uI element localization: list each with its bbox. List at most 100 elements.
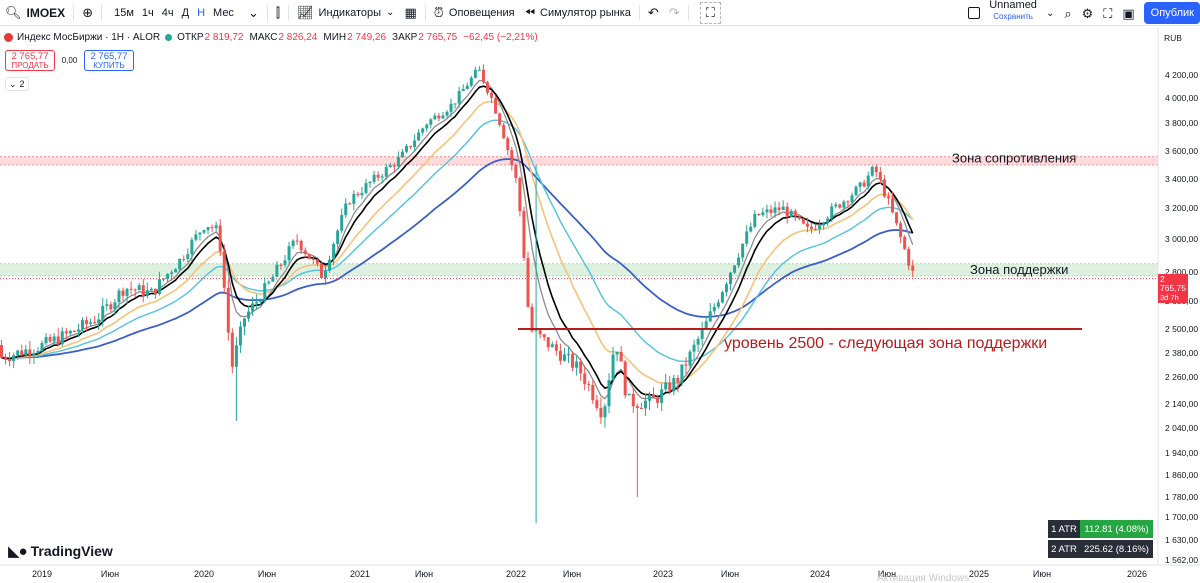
candle-body	[494, 97, 498, 114]
candle-body	[854, 186, 858, 196]
candle-body	[149, 288, 153, 291]
open-value: 2 819,72	[204, 32, 244, 43]
fullscreen-mode-button[interactable]: ⛶	[1098, 0, 1117, 26]
settings-button[interactable]: ⚙︎	[1077, 0, 1099, 26]
undo-button[interactable]: ↶	[643, 0, 664, 26]
timeframe-3[interactable]: Д	[181, 6, 190, 19]
candle-body	[0, 345, 3, 358]
candle-body	[652, 394, 656, 398]
candle-body	[724, 284, 728, 293]
symbol-search[interactable]: 🔍︎ IMOEX	[0, 0, 70, 26]
candle-body	[668, 382, 672, 392]
candle-body	[688, 351, 692, 366]
buy-button[interactable]: 2 765,77 КУПИТЬ	[84, 50, 134, 71]
candle-body	[81, 320, 84, 330]
tradingview-watermark[interactable]: ◣● TradingView	[8, 542, 113, 560]
timeframe-menu-button[interactable]: ⌄	[243, 0, 264, 26]
time-tick-label: 2026	[1127, 569, 1147, 579]
divider	[687, 4, 689, 21]
candle-body	[729, 272, 732, 285]
candle-body	[348, 203, 352, 205]
low-value: 2 749,26	[347, 32, 387, 43]
chevron-down-icon: ⌄	[247, 5, 259, 20]
candle-body	[907, 248, 911, 266]
alerts-button[interactable]: ⏰︎ Оповещения	[429, 0, 520, 26]
candle-body	[587, 384, 591, 386]
candle-body	[360, 192, 364, 196]
compare-button[interactable]: ⊕	[77, 0, 98, 26]
layout-checkbox[interactable]	[963, 0, 985, 26]
time-tick-label: 2022	[506, 569, 526, 579]
candle-body	[502, 124, 506, 139]
replay-button[interactable]: ⏪︎ Симулятор рынка	[520, 0, 636, 26]
time-tick-label: Июн	[415, 569, 433, 579]
candle-body	[631, 393, 635, 407]
search-icon: 🔍︎	[5, 5, 22, 20]
chart-type-button[interactable]: ⫿	[271, 0, 285, 26]
candle-body	[328, 259, 332, 271]
timeframe-0[interactable]: 15м	[114, 6, 134, 19]
timeframe-1[interactable]: 1ч	[141, 6, 154, 19]
candle-body	[591, 384, 595, 401]
timeframe-group: 15м 1ч 4ч Д Н Мес	[105, 0, 243, 26]
candle-body	[396, 157, 400, 167]
templates-button[interactable]: ▦	[399, 0, 421, 26]
candle-body	[627, 393, 631, 396]
indicators-toggle[interactable]: ⌄ 2	[5, 77, 29, 91]
candle-body	[311, 258, 315, 260]
candle-body	[757, 213, 761, 216]
currency-label[interactable]: RUB	[1164, 33, 1182, 43]
price-tick-label: 1 860,00	[1165, 470, 1198, 480]
candle-body	[676, 377, 680, 383]
timeframe-4[interactable]: Н	[197, 6, 206, 19]
indicators-count: 2	[19, 79, 25, 89]
brand-name: TradingView	[30, 543, 113, 559]
layout-name-button[interactable]: Unnamed Сохранить	[985, 0, 1041, 26]
series-legend[interactable]: Индекс МосБиржи · 1Н · ALOR ОТКР 2 819,72…	[4, 32, 544, 43]
candle-body	[93, 322, 97, 324]
moving-average-line	[1, 100, 914, 385]
candle-body	[530, 306, 534, 331]
candle-body	[692, 344, 696, 352]
rewind-icon: ⏪︎	[524, 5, 535, 20]
candle-body	[712, 306, 716, 312]
time-axis-bg	[0, 565, 1200, 583]
candle-body	[696, 338, 700, 345]
time-tick-label: Июн	[721, 569, 739, 579]
candle-body	[834, 204, 838, 207]
candle-body	[101, 305, 105, 320]
redo-button[interactable]: ↷	[664, 0, 685, 26]
candle-body	[153, 288, 157, 295]
candle-body	[567, 354, 570, 356]
candle-body	[166, 273, 170, 279]
chevron-down-icon: ⌄	[1045, 7, 1055, 19]
atr-label: 1 ATR	[1048, 520, 1080, 538]
candle-body	[607, 380, 611, 407]
timeframe-5[interactable]: Мес	[213, 6, 234, 19]
candle-body	[437, 115, 441, 119]
candle-body	[534, 330, 538, 332]
timeframe-2[interactable]: 4ч	[161, 6, 174, 19]
quick-search-button[interactable]: ⌕	[1059, 0, 1076, 26]
candle-body	[36, 351, 40, 354]
candle-body	[720, 292, 724, 303]
candle-body	[267, 281, 271, 284]
price-tick-label: 1 562,00	[1165, 555, 1198, 565]
candle-body	[24, 349, 28, 356]
candle-body	[818, 225, 822, 230]
candle-body	[789, 210, 793, 217]
fullscreen-button[interactable]: ⛶	[699, 1, 721, 24]
candle-body	[599, 407, 603, 418]
candle-body	[441, 115, 445, 119]
layout-menu-button[interactable]: ⌄	[1041, 0, 1059, 26]
snapshot-button[interactable]: ▣	[1117, 0, 1139, 26]
candle-body	[664, 382, 668, 390]
candle-body	[162, 278, 165, 280]
candle-body	[52, 336, 56, 342]
sell-button[interactable]: 2 765,77 ПРОДАТЬ	[5, 50, 55, 71]
publish-button[interactable]: Опублик	[1143, 2, 1200, 24]
indicators-button[interactable]: 📈︎ Индикаторы ⌄	[292, 0, 399, 26]
candle-body	[708, 311, 712, 322]
candle-body	[64, 331, 68, 334]
